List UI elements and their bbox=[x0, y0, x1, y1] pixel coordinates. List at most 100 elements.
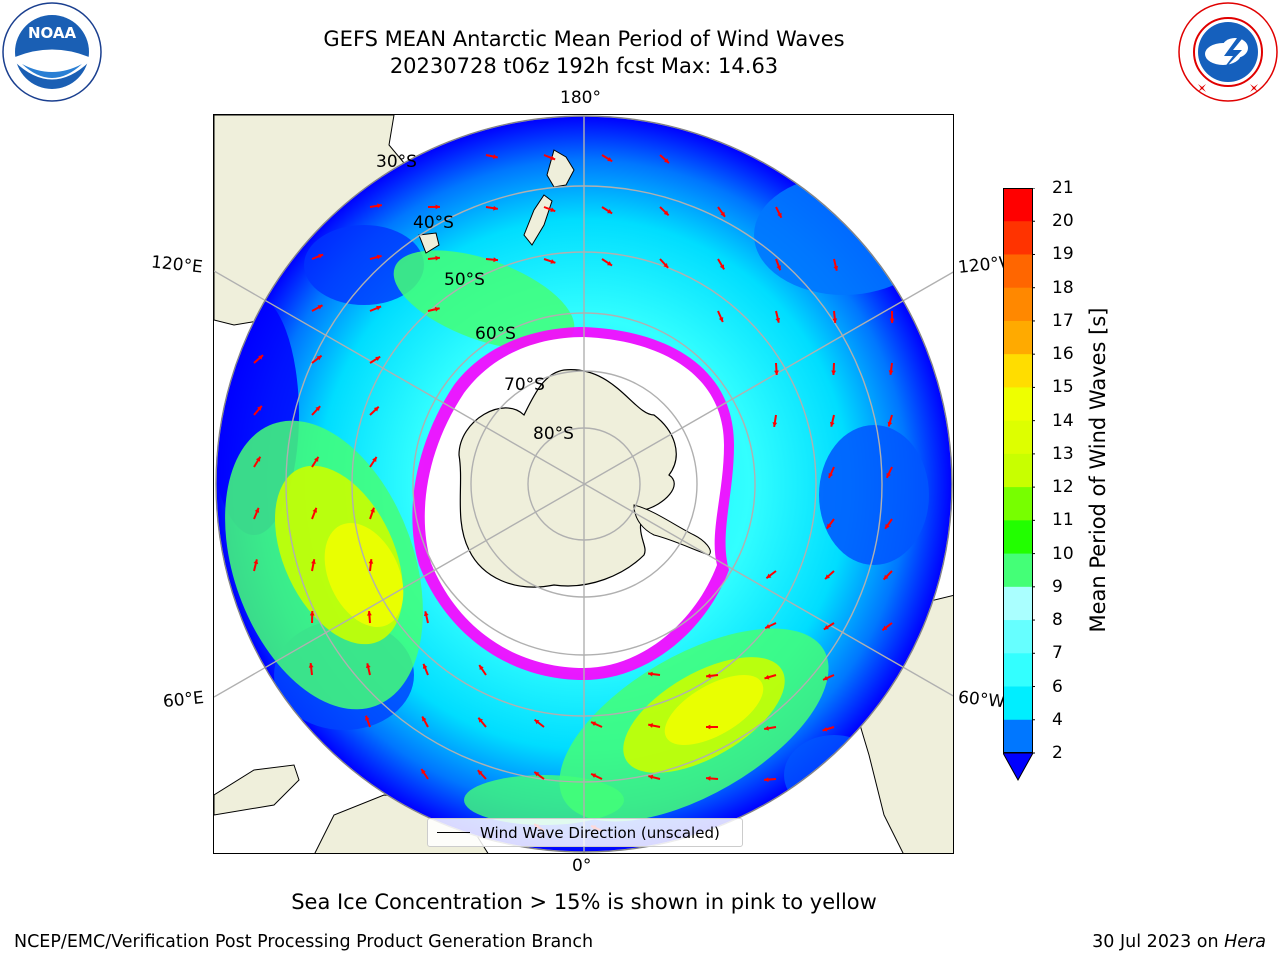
colorbar-tick-label: 8 bbox=[1052, 610, 1063, 631]
wind-wave-arrowhead bbox=[765, 624, 771, 629]
footer-producer: NCEP/EMC/Verification Post Processing Pr… bbox=[14, 932, 594, 952]
wind-wave-arrowhead bbox=[648, 723, 654, 728]
wind-wave-arrowhead bbox=[492, 154, 498, 159]
wind-wave-arrowhead bbox=[534, 771, 540, 777]
wind-wave-arrowhead bbox=[309, 611, 315, 616]
svg-text:NOAA: NOAA bbox=[28, 24, 77, 42]
land-madagascar bbox=[214, 764, 300, 816]
wind-wave-arrowhead bbox=[434, 306, 440, 312]
colorbar-tick-label: 11 bbox=[1052, 510, 1074, 531]
footer-machine: Hera bbox=[1224, 932, 1266, 952]
colorbar bbox=[1003, 188, 1035, 782]
colorbar-band bbox=[1003, 719, 1033, 754]
lat-label-70s: 70°S bbox=[504, 375, 545, 395]
wind-wave-arrowhead bbox=[822, 726, 828, 732]
colorbar-band bbox=[1003, 387, 1033, 422]
wind-wave-arrowhead bbox=[772, 422, 778, 427]
legend-line-sample bbox=[437, 832, 470, 833]
wind-wave-arrowhead bbox=[550, 207, 556, 212]
wind-wave-arrowhead bbox=[255, 456, 261, 462]
lat-label-80s: 80°S bbox=[533, 424, 574, 444]
colorbar-tick-label: 21 bbox=[1052, 178, 1074, 198]
wind-wave-arrowhead bbox=[477, 770, 483, 776]
colorbar-tick-label: 19 bbox=[1052, 244, 1074, 265]
lat-label-60s: 60°S bbox=[475, 324, 516, 344]
wind-wave-arrowhead bbox=[706, 776, 711, 781]
wind-wave-arrowhead bbox=[550, 155, 556, 161]
colorbar-band bbox=[1003, 487, 1033, 521]
wind-wave-arrowhead bbox=[776, 265, 781, 271]
colorbar-band bbox=[1003, 188, 1033, 222]
wind-wave-arrowhead bbox=[883, 574, 889, 580]
colorbar-tick-label: 14 bbox=[1052, 410, 1074, 431]
low-period-patch bbox=[819, 425, 929, 565]
lat-label-50s: 50°S bbox=[444, 270, 485, 290]
wind-wave-arrowhead bbox=[377, 203, 382, 209]
wind-wave-arrowhead bbox=[365, 715, 370, 721]
colorbar-tick-label: 16 bbox=[1052, 344, 1074, 365]
colorbar-tick-label: 12 bbox=[1052, 477, 1074, 498]
wind-wave-arrowhead bbox=[764, 777, 769, 782]
colorbar-band bbox=[1003, 354, 1033, 388]
wind-wave-arrowhead bbox=[764, 725, 769, 731]
lon-label-60e: 60°E bbox=[162, 687, 205, 713]
wind-wave-arrowhead bbox=[774, 370, 779, 375]
wind-wave-arrowhead bbox=[253, 559, 259, 565]
colorbar-band bbox=[1003, 653, 1033, 688]
wind-wave-arrowhead bbox=[831, 370, 837, 375]
colorbar-band bbox=[1003, 221, 1033, 255]
wind-wave-arrowhead bbox=[312, 507, 318, 513]
wind-wave-arrowhead bbox=[775, 317, 781, 323]
wind-wave-arrowhead bbox=[664, 158, 669, 163]
wind-wave-arrowhead bbox=[422, 663, 428, 669]
wind-wave-arrowhead bbox=[316, 355, 322, 361]
footer-date-text: 30 Jul 2023 on bbox=[1092, 932, 1225, 952]
colorbar-tick-label: 15 bbox=[1052, 377, 1074, 398]
wind-wave-arrowhead bbox=[367, 611, 372, 616]
map-panel bbox=[213, 114, 954, 854]
colorbar-extend-min bbox=[1003, 752, 1034, 782]
lat-label-30s: 30°S bbox=[376, 152, 417, 172]
wind-wave-arrowhead bbox=[258, 355, 264, 360]
wind-wave-arrowhead bbox=[663, 262, 669, 268]
wind-wave-arrowhead bbox=[376, 254, 382, 260]
wind-wave-arrowhead bbox=[888, 370, 894, 375]
land-tasmania bbox=[418, 232, 440, 254]
colorbar-tick-label: 20 bbox=[1052, 211, 1074, 232]
wind-wave-arrowhead bbox=[825, 574, 830, 580]
wind-wave-arrowhead bbox=[826, 523, 832, 529]
colorbar-band bbox=[1003, 453, 1033, 488]
colorbar-tick-label: 9 bbox=[1052, 576, 1063, 597]
lon-label-60w: 60°W bbox=[957, 687, 1006, 713]
wind-wave-arrowhead bbox=[375, 356, 381, 362]
wind-wave-arrowhead bbox=[257, 405, 262, 411]
colorbar-tick-label: 6 bbox=[1052, 676, 1063, 697]
wind-wave-arrowhead bbox=[365, 663, 371, 669]
wind-wave-arrowhead bbox=[663, 210, 669, 216]
colorbar-band bbox=[1003, 586, 1033, 621]
wind-wave-arrowhead bbox=[373, 406, 379, 412]
wind-wave-arrowhead bbox=[435, 204, 440, 210]
wind-wave-arrowhead bbox=[311, 559, 316, 564]
wind-wave-arrowhead bbox=[885, 523, 890, 529]
map-canvas bbox=[214, 115, 953, 853]
wind-wave-arrowhead bbox=[706, 673, 711, 679]
wind-wave-arrowhead bbox=[315, 406, 321, 412]
colorbar-band bbox=[1003, 553, 1033, 588]
wind-wave-arrowhead bbox=[308, 663, 314, 668]
footer-date: 30 Jul 2023 on Hera bbox=[1092, 932, 1266, 952]
colorbar-band bbox=[1003, 686, 1033, 721]
map-legend: Wind Wave Direction (unscaled) bbox=[427, 818, 743, 847]
map-boundary bbox=[215, 115, 953, 853]
wind-wave-arrowhead bbox=[823, 625, 829, 630]
wind-wave-arrowhead bbox=[254, 507, 260, 513]
wind-wave-arrowhead bbox=[706, 724, 711, 730]
wind-wave-arrowhead bbox=[719, 264, 725, 270]
colorbar-tick-label: 7 bbox=[1052, 643, 1063, 664]
wind-wave-arrowhead bbox=[833, 265, 839, 271]
chart-subtitle-run-info: 20230728 t06z 192h fcst Max: 14.63 bbox=[389, 54, 779, 78]
sea-ice-note: Sea Ice Concentration > 15% is shown in … bbox=[291, 890, 877, 914]
wind-wave-arrowhead bbox=[534, 719, 540, 725]
wind-wave-arrowhead bbox=[317, 305, 323, 310]
high-period-region bbox=[664, 675, 764, 745]
